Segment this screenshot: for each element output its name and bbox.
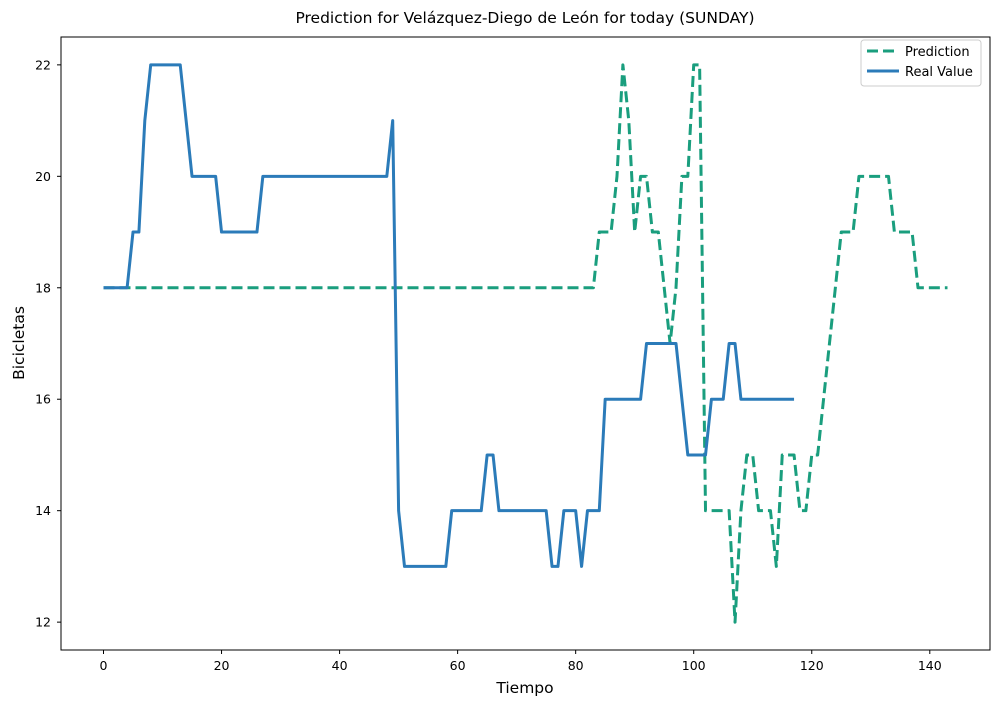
x-axis-ticks: 0 20 40 60 80 100 120 140 bbox=[100, 650, 942, 673]
y-tick-label: 14 bbox=[35, 503, 51, 518]
y-tick-label: 16 bbox=[35, 392, 51, 407]
x-tick-label: 40 bbox=[332, 658, 348, 673]
plot-area bbox=[60, 36, 991, 651]
x-tick-label: 20 bbox=[214, 658, 230, 673]
chart-title: Prediction for Velázquez-Diego de León f… bbox=[295, 9, 754, 27]
x-tick-label: 60 bbox=[450, 658, 466, 673]
x-tick-label: 100 bbox=[682, 658, 706, 673]
y-tick-label: 18 bbox=[35, 280, 51, 295]
legend: Prediction Real Value bbox=[860, 39, 982, 87]
legend-label-prediction: Prediction bbox=[905, 45, 970, 60]
x-tick-label: 140 bbox=[918, 658, 942, 673]
y-tick-label: 22 bbox=[35, 57, 51, 72]
legend-label-real-value: Real Value bbox=[905, 65, 973, 80]
x-tick-label: 120 bbox=[800, 658, 824, 673]
y-tick-label: 12 bbox=[35, 615, 51, 630]
y-axis-ticks: 12 14 16 18 20 22 bbox=[35, 57, 61, 630]
series-line-real-value bbox=[103, 63, 795, 568]
x-axis-label: Tiempo bbox=[495, 679, 553, 697]
y-tick-label: 20 bbox=[35, 169, 51, 184]
x-tick-label: 0 bbox=[100, 658, 108, 673]
series-layer bbox=[103, 63, 948, 624]
x-tick-label: 80 bbox=[568, 658, 584, 673]
y-axis-label: Bicicletas bbox=[10, 306, 28, 380]
series-line-prediction bbox=[103, 63, 948, 624]
